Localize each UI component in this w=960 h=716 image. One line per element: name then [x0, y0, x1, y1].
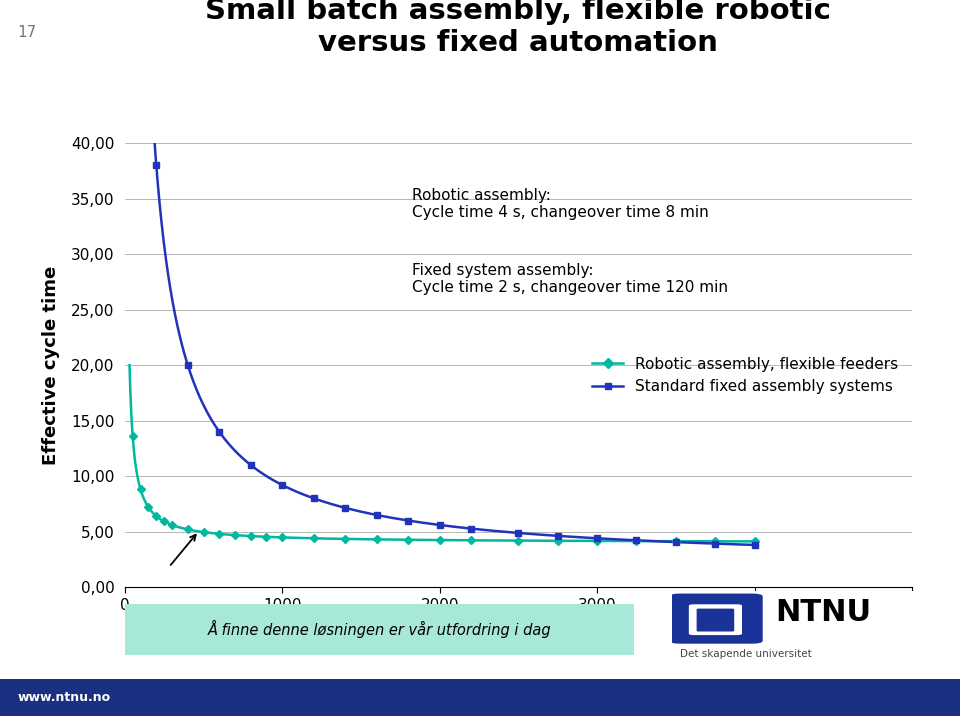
FancyBboxPatch shape	[669, 594, 762, 644]
Text: Robotic assembly:
Cycle time 4 s, changeover time 8 min: Robotic assembly: Cycle time 4 s, change…	[412, 188, 708, 220]
Legend: Robotic assembly, flexible feeders, Standard fixed assembly systems: Robotic assembly, flexible feeders, Stan…	[587, 351, 904, 400]
Y-axis label: Effective cycle time: Effective cycle time	[42, 266, 60, 465]
Text: Fixed system assembly:
Cycle time 2 s, changeover time 120 min: Fixed system assembly: Cycle time 2 s, c…	[412, 263, 728, 296]
Text: www.ntnu.no: www.ntnu.no	[17, 691, 110, 704]
Text: Å finne denne løsningen er vår utfordring i dag: Å finne denne løsningen er vår utfordrin…	[207, 620, 551, 639]
Text: Small batch assembly, flexible robotic
versus fixed automation: Small batch assembly, flexible robotic v…	[205, 0, 831, 57]
FancyBboxPatch shape	[697, 609, 734, 632]
Text: 17: 17	[17, 25, 36, 40]
Text: Det skapende universitet: Det skapende universitet	[680, 649, 811, 659]
FancyBboxPatch shape	[689, 604, 742, 635]
X-axis label: Batch size: Batch size	[467, 618, 570, 636]
Text: NTNU: NTNU	[776, 598, 872, 626]
